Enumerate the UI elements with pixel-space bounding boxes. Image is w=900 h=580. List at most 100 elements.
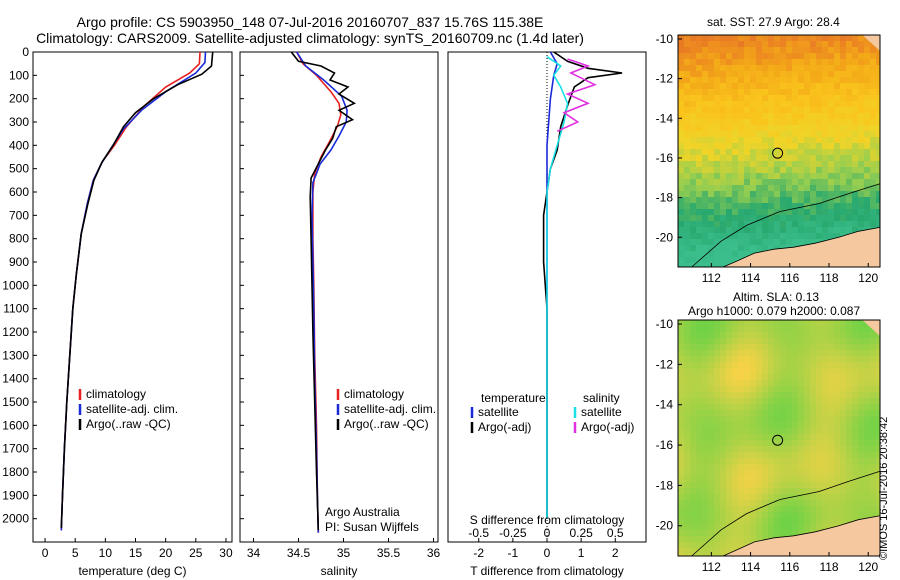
depth-tick-label: 0 bbox=[22, 45, 29, 59]
sla_map-contour bbox=[691, 470, 881, 557]
depth-tick-label: 200 bbox=[9, 92, 29, 106]
salinity-legend-label: Argo(..raw -QC) bbox=[344, 417, 429, 431]
difference-series-2 bbox=[546, 56, 569, 519]
temperature-x-tick-label: 15 bbox=[129, 546, 143, 560]
difference-s-tick-label: 0 bbox=[544, 526, 551, 540]
temperature-series-1 bbox=[60, 51, 207, 531]
salinity-x-label: salinity bbox=[321, 564, 358, 578]
sla-map-title-2: Argo h1000: 0.079 h2000: 0.087 bbox=[688, 304, 861, 318]
sla_map-x-tick-label: 118 bbox=[819, 560, 838, 574]
sst_map-y-tick-label: -16 bbox=[656, 151, 674, 165]
title-line-2: Climatology: CARS2009. Satellite-adjuste… bbox=[36, 30, 584, 46]
sst_map-y-tick-label: -20 bbox=[656, 230, 674, 244]
salinity-annotation-1: Argo Australia bbox=[325, 505, 400, 519]
sla_map-x-tick-label: 112 bbox=[702, 560, 721, 574]
difference-legend-label: satellite bbox=[478, 405, 519, 419]
sla-map-title-1: Altim. SLA: 0.13 bbox=[733, 290, 820, 304]
temperature-legend-label: climatology bbox=[86, 387, 146, 401]
sst_map-y-tick-label: -18 bbox=[656, 191, 674, 205]
salinity-series-1 bbox=[296, 51, 348, 533]
depth-tick-label: 600 bbox=[9, 185, 29, 199]
salinity-frame bbox=[239, 51, 439, 543]
salinity-x-tick-label: 35.5 bbox=[377, 546, 401, 560]
sla_map-land-ne bbox=[862, 320, 880, 337]
temperature-x-tick-label: 25 bbox=[189, 546, 203, 560]
temperature-legend-label: Argo(..raw -QC) bbox=[86, 417, 171, 431]
depth-tick-label: 400 bbox=[9, 138, 29, 152]
temperature-x-label: temperature (deg C) bbox=[78, 564, 186, 578]
salinity-legend-label: climatology bbox=[344, 387, 404, 401]
difference-legend-label: Argo(-adj) bbox=[581, 420, 634, 434]
depth-tick-label: 1400 bbox=[2, 372, 29, 386]
difference-t-tick-label: -2 bbox=[473, 546, 484, 560]
sst_map-x-tick-label: 118 bbox=[819, 271, 838, 285]
depth-tick-label: 2000 bbox=[2, 512, 29, 526]
salinity-legend-label: satellite-adj. clim. bbox=[344, 402, 436, 416]
sla_map-y-tick-label: -20 bbox=[656, 519, 674, 533]
sst_map-x-tick-label: 120 bbox=[858, 271, 878, 285]
sst_map-argo-marker bbox=[772, 147, 784, 159]
sla_map-frame bbox=[677, 319, 881, 557]
salinity-series-2 bbox=[290, 51, 357, 531]
difference-series-1 bbox=[542, 51, 623, 519]
sst_map-x-tick-label: 114 bbox=[741, 271, 760, 285]
temperature-series-0 bbox=[60, 51, 201, 531]
difference-legend-label: satellite bbox=[581, 405, 622, 419]
difference-legend-salinity-title: salinity bbox=[583, 391, 620, 405]
depth-tick-label: 1000 bbox=[2, 278, 29, 292]
sla_map-y-tick-label: -18 bbox=[656, 478, 674, 492]
sla_map-y-tick-label: -14 bbox=[656, 398, 674, 412]
temperature-frame bbox=[32, 51, 233, 543]
depth-tick-label: 900 bbox=[9, 255, 29, 269]
difference-s-tick-label: 0.25 bbox=[569, 526, 593, 540]
sla_map-x-tick-label: 114 bbox=[741, 560, 760, 574]
difference-t-tick-label: 2 bbox=[612, 546, 619, 560]
temperature-x-tick-label: 5 bbox=[72, 546, 79, 560]
temperature-x-tick-label: 10 bbox=[99, 546, 113, 560]
difference-x-label: T difference from climatology bbox=[470, 564, 624, 578]
depth-tick-label: 700 bbox=[9, 208, 29, 222]
sst-map-title: sat. SST: 27.9 Argo: 28.4 bbox=[707, 15, 840, 29]
sla_map-x-tick-label: 120 bbox=[858, 560, 878, 574]
difference-x-label-top: S difference from climatology bbox=[470, 513, 625, 527]
difference-s-tick-label: -0.5 bbox=[468, 526, 489, 540]
temperature-x-tick-label: 20 bbox=[159, 546, 173, 560]
difference-t-tick-label: -1 bbox=[508, 546, 519, 560]
imos-credit: ©IMOS 16-Jul-2016 20:38:42 bbox=[878, 416, 890, 560]
sla_map-y-tick-label: -16 bbox=[656, 438, 674, 452]
depth-tick-label: 1800 bbox=[2, 465, 29, 479]
depth-tick-label: 1900 bbox=[2, 488, 29, 502]
depth-tick-label: 100 bbox=[9, 68, 29, 82]
temperature-x-tick-label: 0 bbox=[42, 546, 49, 560]
sst_map-x-tick-label: 112 bbox=[702, 271, 721, 285]
salinity-x-tick-label: 35 bbox=[337, 546, 351, 560]
sla_map-x-tick-label: 116 bbox=[780, 560, 799, 574]
temperature-legend-label: satellite-adj. clim. bbox=[86, 402, 178, 416]
sst_map-y-tick-label: -10 bbox=[656, 32, 674, 46]
salinity-x-tick-label: 36 bbox=[427, 546, 441, 560]
sst_map-contour bbox=[691, 183, 881, 268]
depth-tick-label: 800 bbox=[9, 232, 29, 246]
depth-tick-label: 1300 bbox=[2, 348, 29, 362]
sst_map-y-tick-label: -14 bbox=[656, 111, 674, 125]
depth-tick-label: 1500 bbox=[2, 395, 29, 409]
difference-legend-label: Argo(-adj) bbox=[478, 420, 531, 434]
salinity-x-tick-label: 34 bbox=[247, 546, 261, 560]
sla_map-y-tick-label: -12 bbox=[656, 357, 674, 371]
depth-tick-label: 1600 bbox=[2, 418, 29, 432]
sst_map-frame bbox=[677, 34, 881, 268]
difference-s-tick-label: -0.25 bbox=[499, 526, 527, 540]
depth-tick-label: 300 bbox=[9, 115, 29, 129]
sla_map-y-tick-label: -10 bbox=[656, 317, 674, 331]
difference-series-0 bbox=[546, 51, 559, 519]
sst_map-land-ne bbox=[862, 35, 880, 51]
salinity-series-0 bbox=[295, 51, 342, 533]
difference-t-tick-label: 1 bbox=[578, 546, 585, 560]
title-line-1: Argo profile: CS 5903950_148 07-Jul-2016… bbox=[76, 14, 544, 30]
difference-t-tick-label: 0 bbox=[544, 546, 551, 560]
temperature-x-tick-label: 30 bbox=[219, 546, 233, 560]
difference-series-3 bbox=[556, 58, 597, 133]
sla_map-field bbox=[678, 320, 880, 556]
sst_map-x-tick-label: 116 bbox=[780, 271, 799, 285]
